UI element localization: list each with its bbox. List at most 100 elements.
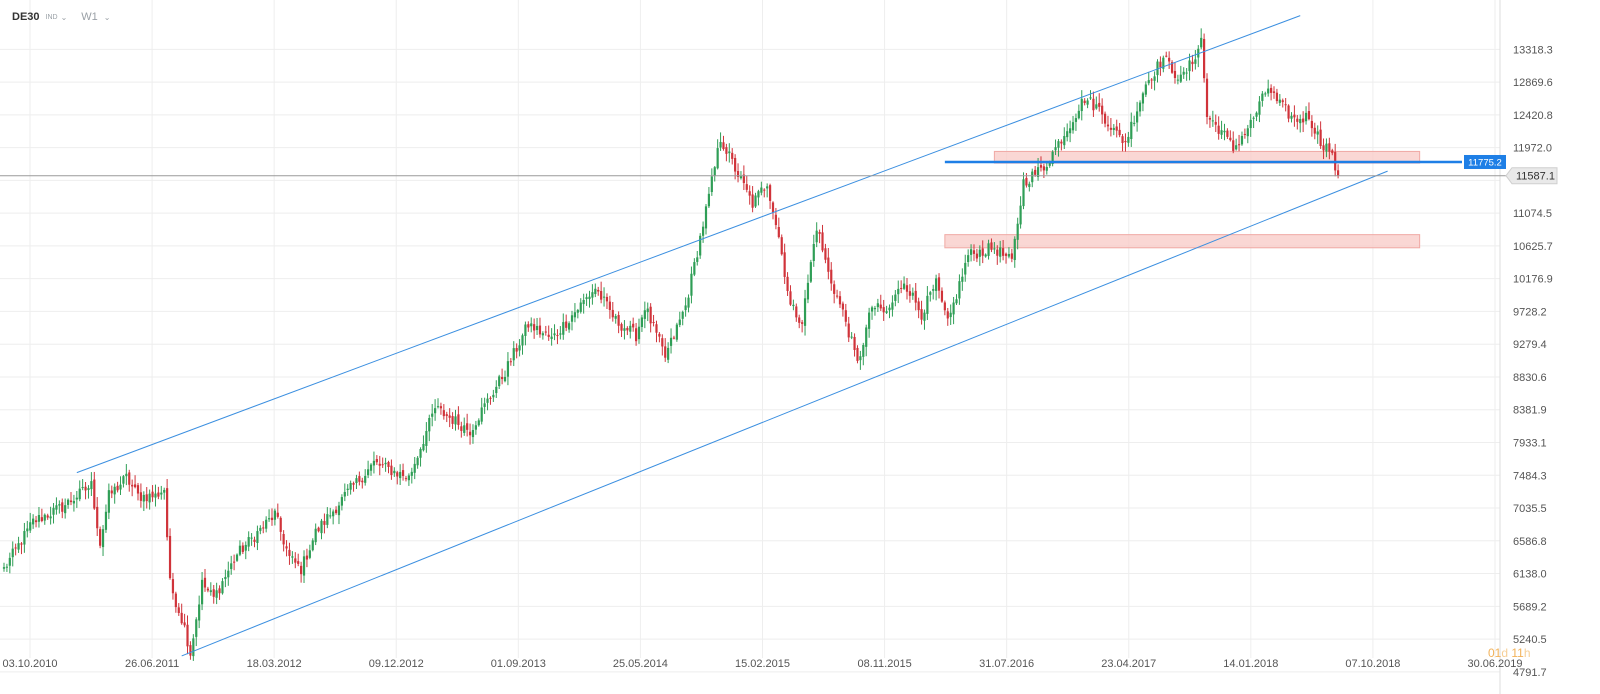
candle[interactable] — [681, 310, 684, 326]
candle[interactable] — [643, 301, 646, 329]
candle[interactable] — [218, 585, 221, 600]
candle[interactable] — [1316, 125, 1319, 144]
candle[interactable] — [719, 132, 722, 151]
candle[interactable] — [734, 154, 737, 180]
candle[interactable] — [262, 521, 265, 534]
candle[interactable] — [1028, 181, 1031, 192]
candle[interactable] — [259, 525, 262, 535]
candle[interactable] — [1002, 240, 1005, 261]
candle[interactable] — [530, 317, 533, 333]
candle[interactable] — [145, 487, 148, 509]
candle[interactable] — [550, 328, 553, 346]
candle[interactable] — [265, 516, 268, 533]
candle[interactable] — [1074, 113, 1078, 131]
candle[interactable] — [664, 338, 667, 362]
candle[interactable] — [241, 542, 244, 555]
candle[interactable] — [1325, 138, 1328, 158]
candle[interactable] — [990, 238, 993, 253]
candle[interactable] — [1302, 111, 1305, 133]
candle[interactable] — [1106, 115, 1110, 132]
candle[interactable] — [166, 479, 169, 541]
candle[interactable] — [323, 513, 326, 534]
candle[interactable] — [407, 473, 410, 486]
candle[interactable] — [419, 447, 422, 467]
candle[interactable] — [195, 617, 198, 647]
candle[interactable] — [815, 222, 818, 248]
candle[interactable] — [163, 487, 166, 500]
candle[interactable] — [151, 485, 154, 502]
candle[interactable] — [937, 273, 941, 299]
candle[interactable] — [29, 512, 32, 533]
candle[interactable] — [1293, 105, 1296, 127]
candle[interactable] — [40, 508, 43, 523]
candle[interactable] — [1054, 139, 1057, 156]
candle[interactable] — [634, 322, 638, 346]
candle[interactable] — [929, 290, 932, 302]
candle[interactable] — [1045, 162, 1048, 175]
candle[interactable] — [364, 469, 367, 486]
candle[interactable] — [1272, 86, 1276, 99]
candle[interactable] — [317, 526, 320, 533]
chevron-down-icon[interactable]: ⌄ — [60, 12, 68, 22]
candle[interactable] — [393, 467, 396, 477]
candle[interactable] — [541, 331, 544, 340]
candle[interactable] — [1235, 138, 1238, 151]
candle[interactable] — [547, 325, 550, 341]
candle[interactable] — [413, 457, 416, 480]
candle[interactable] — [431, 404, 434, 427]
candle[interactable] — [902, 276, 906, 291]
candle[interactable] — [661, 334, 664, 356]
candle[interactable] — [1130, 112, 1133, 147]
candle[interactable] — [856, 345, 859, 364]
candle[interactable] — [1284, 97, 1287, 112]
candle[interactable] — [1246, 124, 1249, 144]
candle[interactable] — [827, 247, 830, 280]
candle[interactable] — [200, 572, 204, 611]
candle[interactable] — [1319, 121, 1322, 149]
candle[interactable] — [69, 492, 73, 506]
candle[interactable] — [964, 254, 967, 282]
candle[interactable] — [401, 463, 405, 481]
channel-upper-line[interactable] — [76, 15, 1301, 474]
candle[interactable] — [128, 469, 131, 492]
candle[interactable] — [1022, 172, 1025, 210]
candle[interactable] — [1121, 134, 1124, 152]
candle[interactable] — [270, 508, 274, 526]
candle[interactable] — [332, 509, 335, 525]
candle[interactable] — [1141, 91, 1145, 112]
candle[interactable] — [865, 324, 868, 357]
candle[interactable] — [58, 500, 61, 514]
candle[interactable] — [629, 320, 632, 339]
candle[interactable] — [468, 423, 472, 445]
candle[interactable] — [1185, 68, 1188, 81]
candle[interactable] — [667, 342, 670, 364]
candle[interactable] — [600, 281, 603, 304]
candle[interactable] — [655, 320, 658, 343]
candle[interactable] — [37, 506, 41, 528]
candle[interactable] — [1208, 115, 1212, 128]
candle[interactable] — [233, 554, 236, 571]
candle[interactable] — [1179, 65, 1182, 83]
candle[interactable] — [1331, 148, 1334, 156]
candle[interactable] — [707, 187, 711, 208]
candle[interactable] — [873, 305, 877, 316]
candle[interactable] — [457, 406, 460, 430]
candle[interactable] — [602, 287, 606, 307]
candle[interactable] — [52, 503, 55, 524]
candle[interactable] — [11, 541, 14, 567]
candle[interactable] — [652, 314, 655, 327]
candle[interactable] — [32, 514, 35, 529]
candle[interactable] — [862, 342, 865, 366]
candle[interactable] — [1191, 54, 1194, 72]
candle[interactable] — [445, 411, 448, 423]
candle[interactable] — [868, 307, 871, 338]
candle[interactable] — [1051, 150, 1054, 167]
candle[interactable] — [617, 311, 620, 334]
candle[interactable] — [1144, 81, 1147, 98]
candle[interactable] — [5, 563, 9, 572]
candle[interactable] — [425, 422, 428, 453]
candle[interactable] — [396, 470, 399, 485]
candle[interactable] — [792, 299, 795, 311]
candle[interactable] — [399, 464, 402, 486]
candle[interactable] — [387, 460, 390, 474]
